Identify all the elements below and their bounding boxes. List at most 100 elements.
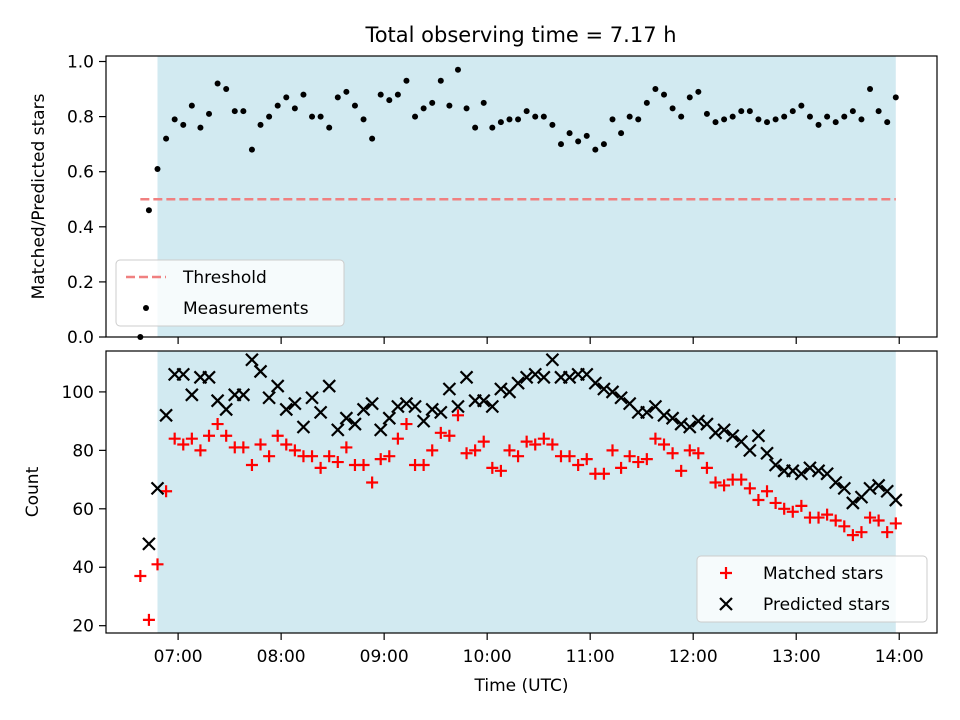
data-point	[382, 411, 397, 425]
data-point	[403, 77, 410, 84]
data-point	[394, 91, 401, 98]
data-point	[314, 461, 327, 474]
data-point	[760, 446, 774, 461]
y-tick-label: 0.0	[67, 328, 94, 348]
data-point	[764, 119, 771, 126]
data-point	[343, 88, 350, 95]
y-tick-label: 20	[72, 617, 94, 637]
data-point	[828, 475, 843, 490]
x-tick-label: 13:00	[772, 647, 821, 667]
data-point	[881, 526, 894, 539]
data-point	[768, 458, 783, 472]
data-point	[331, 456, 344, 469]
data-point	[597, 467, 610, 480]
data-point	[661, 91, 668, 98]
data-point	[615, 461, 628, 474]
data-point	[434, 426, 447, 439]
legend-box	[696, 555, 928, 623]
data-point	[351, 102, 358, 109]
x-tick-label: 10:00	[463, 647, 512, 667]
plot-frame	[105, 55, 938, 338]
y-axis-label: Count	[23, 466, 43, 517]
data-point	[185, 432, 198, 445]
data-point	[309, 113, 316, 120]
data-point	[692, 447, 705, 460]
data-point	[154, 165, 161, 172]
data-point	[214, 80, 221, 87]
data-point	[416, 414, 431, 428]
data-point	[348, 417, 362, 431]
data-point	[494, 464, 507, 477]
data-point	[231, 108, 238, 115]
data-point	[313, 405, 328, 420]
data-point	[460, 447, 473, 460]
data-point	[270, 379, 285, 393]
data-point	[665, 411, 680, 425]
data-point	[317, 113, 324, 120]
data-point	[657, 408, 671, 423]
legend-matched-swatch	[720, 567, 732, 579]
data-point	[738, 108, 745, 115]
data-point	[356, 402, 371, 417]
data-point	[864, 511, 877, 524]
legend-predicted-label: Predicted stars	[763, 595, 890, 615]
data-point	[160, 485, 173, 498]
data-point	[151, 558, 164, 571]
data-point	[245, 458, 258, 471]
data-point	[480, 99, 487, 106]
data-point	[437, 77, 444, 84]
data-point	[306, 450, 319, 463]
data-point	[806, 113, 813, 120]
data-point	[632, 456, 645, 469]
data-point	[291, 105, 298, 112]
data-point	[635, 116, 642, 123]
data-point	[425, 402, 439, 417]
data-point	[399, 396, 414, 411]
data-point	[529, 438, 542, 451]
data-point	[497, 119, 504, 126]
data-point	[426, 444, 439, 457]
data-point	[623, 450, 636, 463]
data-point	[872, 514, 885, 527]
data-point	[640, 405, 654, 420]
data-point	[889, 517, 902, 530]
data-point	[566, 130, 573, 137]
data-point	[180, 121, 187, 128]
data-point	[588, 376, 603, 390]
data-point	[540, 113, 547, 120]
data-point	[606, 444, 619, 457]
data-point	[683, 444, 696, 457]
data-point	[494, 382, 508, 396]
data-point	[867, 86, 874, 93]
data-point	[476, 393, 491, 408]
y-tick-label: 0.6	[67, 163, 94, 183]
data-point	[600, 141, 607, 148]
plot-frame	[105, 350, 938, 634]
data-point	[863, 481, 877, 496]
data-point	[761, 485, 774, 498]
data-point	[377, 91, 384, 98]
data-point	[266, 113, 273, 120]
y-tick-label: 60	[72, 500, 94, 520]
data-point	[145, 207, 152, 214]
data-point	[288, 444, 301, 457]
x-tick-label: 11:00	[566, 647, 615, 667]
data-point	[597, 382, 611, 396]
data-point	[674, 417, 688, 431]
data-point	[821, 508, 834, 521]
data-point	[718, 479, 731, 492]
data-point	[469, 444, 482, 457]
data-point	[824, 113, 831, 120]
data-point	[829, 514, 842, 527]
data-point	[781, 113, 788, 120]
legend-measurements-label: Measurements	[183, 299, 309, 319]
data-point	[884, 119, 891, 126]
data-point	[575, 138, 582, 145]
data-point	[203, 429, 216, 442]
series-measurements	[137, 66, 899, 340]
data-point	[459, 370, 474, 385]
data-point	[442, 382, 457, 396]
data-point	[512, 450, 525, 463]
data-point	[583, 132, 590, 139]
